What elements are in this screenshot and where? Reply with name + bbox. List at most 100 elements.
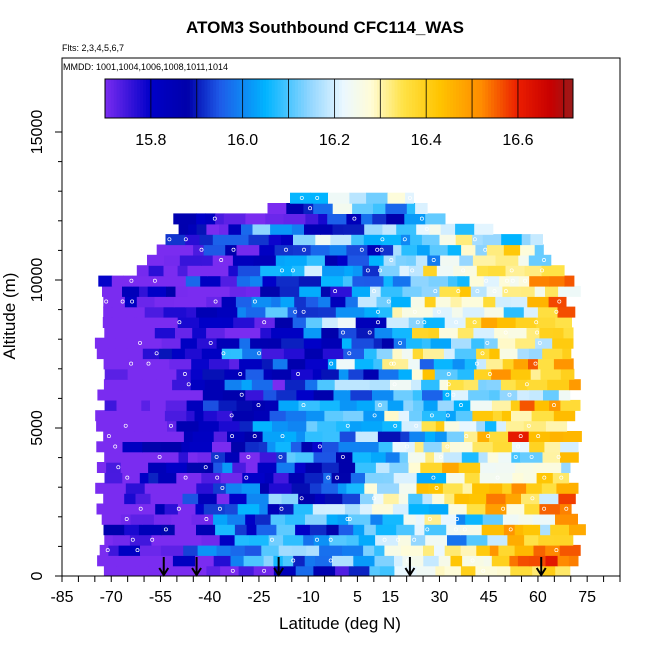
heat-cell (363, 410, 385, 422)
colorbar-tick-label: 16.4 (411, 132, 442, 149)
heat-cell (518, 254, 530, 266)
flight-marker-arrow (191, 567, 202, 577)
heat-cell (497, 565, 511, 576)
heat-cell (190, 379, 206, 391)
sample-point (183, 237, 188, 242)
sample-point (375, 247, 380, 252)
heat-cell (542, 348, 563, 360)
heat-cell (206, 223, 220, 235)
heat-cell (401, 244, 418, 256)
heat-cell (553, 410, 576, 422)
heat-cell (497, 317, 517, 328)
heat-cell (398, 493, 409, 505)
heat-cell (506, 420, 525, 432)
heat-cell (539, 503, 561, 515)
heat-cell (173, 213, 197, 225)
colorbar-segment (192, 79, 197, 118)
heat-cell (104, 451, 123, 463)
heat-cell (434, 544, 446, 556)
heat-cell (124, 524, 140, 536)
heat-cell (346, 482, 365, 494)
heat-cell (360, 493, 374, 505)
heat-cell (267, 203, 287, 214)
heat-cell (164, 503, 179, 515)
heat-cell (111, 306, 127, 318)
heat-cell (511, 441, 530, 453)
heat-cell (221, 348, 232, 360)
sample-point (296, 372, 301, 376)
heat-cell (405, 192, 414, 204)
heat-cell (452, 358, 466, 370)
heat-cell (537, 306, 559, 318)
heat-cell (171, 513, 193, 525)
heat-cell (475, 244, 488, 256)
sample-point (130, 299, 135, 304)
heat-cell (219, 223, 229, 235)
heat-cell (568, 555, 579, 567)
heat-cell (428, 503, 449, 515)
heat-cell (129, 534, 152, 546)
sample-point (113, 444, 118, 449)
heat-cell (473, 327, 495, 339)
heat-cell (462, 306, 485, 318)
sample-point (129, 278, 134, 283)
heat-cell (495, 462, 516, 473)
heat-cell (442, 482, 464, 494)
x-tick-label: 60 (529, 589, 547, 606)
heat-cell (450, 555, 463, 567)
heat-cell (508, 327, 528, 339)
heat-cell (403, 513, 417, 525)
heat-cell (460, 565, 476, 576)
heat-cell (257, 462, 277, 473)
heat-cell (382, 223, 397, 235)
sample-point (427, 517, 432, 521)
heat-cell (104, 368, 129, 380)
heat-cell (225, 451, 240, 463)
heat-cell (118, 544, 141, 556)
sample-point (554, 309, 559, 314)
heat-cell (175, 285, 188, 297)
sample-point (459, 403, 463, 408)
heat-cell (296, 389, 315, 401)
heat-cell (385, 451, 401, 463)
heat-cell (406, 203, 416, 214)
heat-cell (439, 379, 449, 391)
heat-cell (424, 296, 437, 308)
heat-cell (186, 410, 196, 422)
heat-cell (125, 482, 146, 494)
heat-cell (207, 265, 229, 277)
sample-point (480, 351, 485, 356)
heat-cell (529, 275, 550, 287)
colorbar-tick-label: 16.2 (319, 132, 350, 149)
heat-cell (363, 234, 384, 246)
heat-cell (517, 389, 530, 401)
heat-cell (320, 285, 331, 297)
heat-cell (391, 296, 412, 308)
heat-cell (186, 399, 204, 411)
heat-cell (192, 327, 207, 339)
heat-cell (346, 244, 368, 256)
heat-cell (102, 317, 120, 328)
heat-cell (104, 399, 118, 411)
colorbar-segment (499, 79, 504, 118)
heat-cell (275, 441, 292, 453)
sample-point (129, 361, 134, 366)
heat-cell (461, 451, 480, 463)
flights-subtitle: Flts: 2,3,4,5,6,7 (62, 43, 125, 53)
heat-cell (287, 420, 307, 432)
colorbar-segment (324, 79, 328, 118)
heat-cell (220, 472, 243, 484)
heat-cell (358, 534, 376, 546)
heat-cell (155, 379, 173, 391)
heat-cell (142, 513, 155, 525)
heat-cell (227, 513, 246, 525)
heat-cell (444, 544, 462, 556)
colorbar-segment (397, 79, 401, 118)
heat-cell (268, 493, 283, 505)
heat-cell (167, 420, 178, 432)
heat-cell (328, 192, 350, 204)
heat-cell (271, 327, 287, 339)
heat-cell (103, 296, 113, 308)
heat-cell (259, 451, 277, 463)
